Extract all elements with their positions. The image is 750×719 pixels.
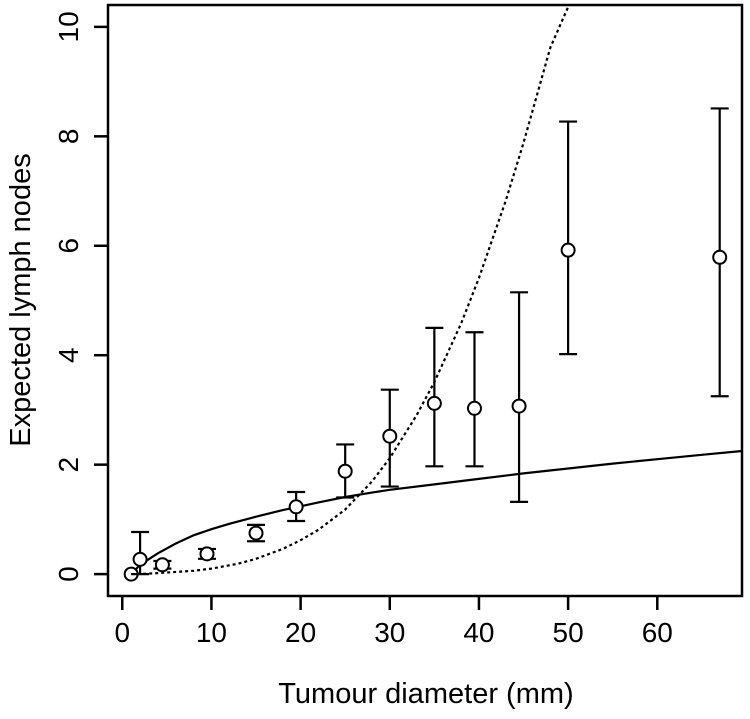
data-point xyxy=(382,428,398,444)
data-point xyxy=(154,557,170,573)
data-point xyxy=(712,249,728,265)
y-axis-label: Expected lymph nodes xyxy=(5,153,37,446)
points-layer xyxy=(123,107,729,582)
x-tick-label: 20 xyxy=(285,617,316,648)
x-tick-label: 10 xyxy=(196,617,227,648)
x-tick-label: 0 xyxy=(114,617,130,648)
solid-curve xyxy=(130,449,742,575)
x-tick-label: 30 xyxy=(374,617,405,648)
data-point xyxy=(132,551,148,567)
x-tick-label: 60 xyxy=(642,617,673,648)
y-tick-label: 6 xyxy=(53,238,84,254)
y-tick-label: 0 xyxy=(53,566,84,582)
y-tick-label: 8 xyxy=(53,129,84,145)
data-point xyxy=(560,242,576,258)
data-point xyxy=(248,525,264,541)
plot-frame xyxy=(106,3,744,598)
data-point xyxy=(426,395,442,411)
dotted-curve xyxy=(131,5,571,576)
x-tick-label: 50 xyxy=(553,617,584,648)
axes-layer: 0 10 20 30 40 50 60 0 2 4 6 8 10 xyxy=(53,11,673,648)
y-tick-label: 10 xyxy=(53,11,84,42)
lines-layer xyxy=(130,5,742,576)
y-tick-label: 4 xyxy=(53,347,84,363)
data-point xyxy=(466,400,482,416)
data-point xyxy=(199,546,215,562)
data-point xyxy=(337,463,353,479)
data-point xyxy=(288,499,304,515)
data-point xyxy=(511,398,527,414)
x-tick-label: 40 xyxy=(463,617,494,648)
x-axis-label: Tumour diameter (mm) xyxy=(278,678,573,710)
y-tick-label: 2 xyxy=(53,457,84,473)
